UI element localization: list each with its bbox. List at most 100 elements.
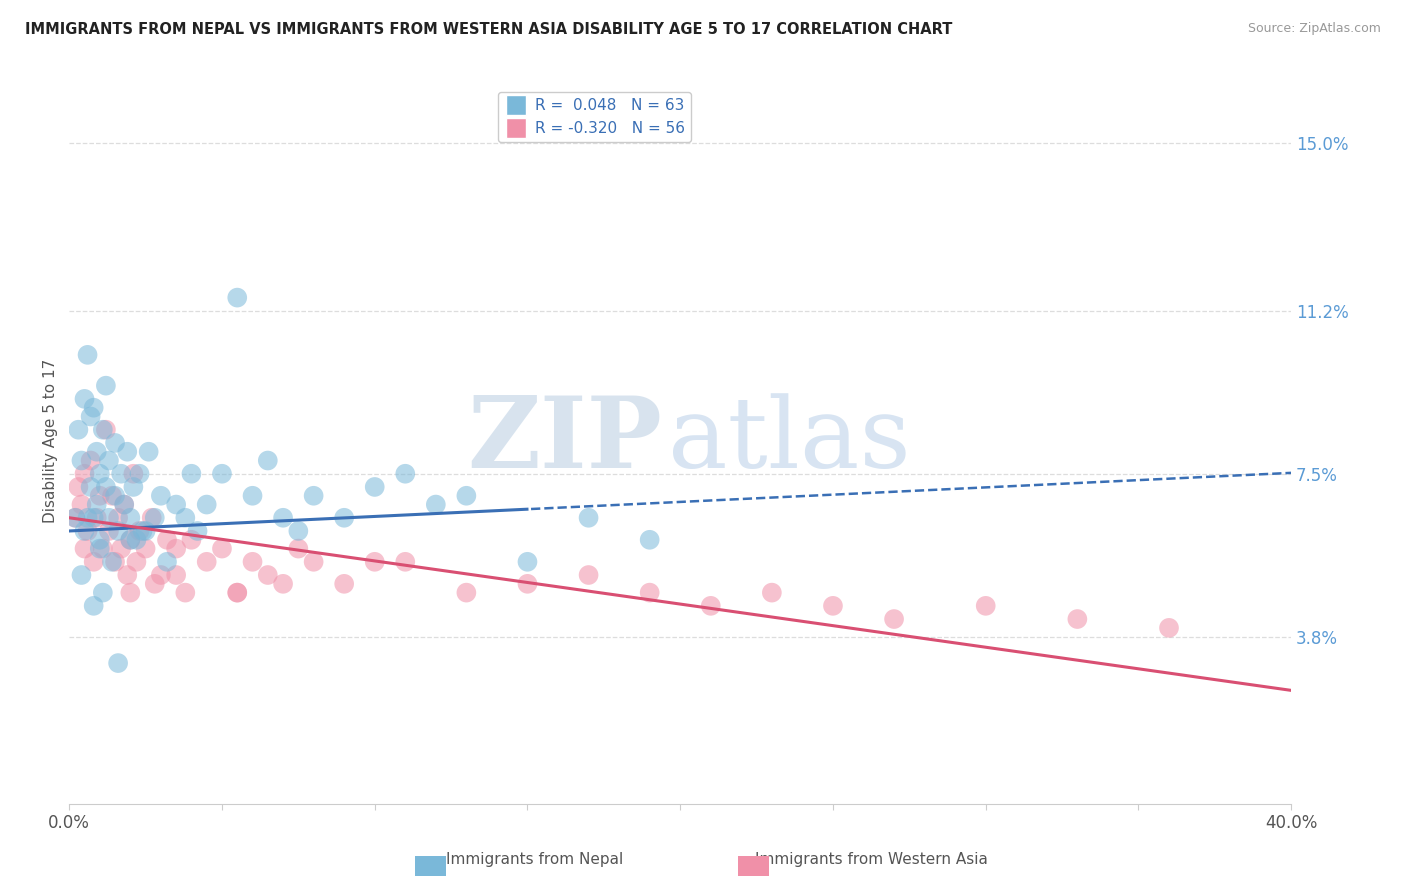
- Point: [120, 533, 142, 547]
- Point: [135, 541, 157, 556]
- Point: [70, 453, 93, 467]
- Point: [91, 541, 114, 556]
- Point: [149, 489, 172, 503]
- Point: [156, 533, 179, 547]
- Point: [91, 585, 114, 599]
- Point: [89, 467, 111, 481]
- Point: [195, 498, 218, 512]
- Point: [578, 568, 600, 582]
- Point: [156, 555, 179, 569]
- Point: [333, 510, 356, 524]
- Point: [73, 524, 96, 538]
- Point: [128, 524, 150, 538]
- Point: [364, 480, 387, 494]
- Point: [70, 568, 93, 582]
- Point: [242, 489, 264, 503]
- Point: [76, 524, 98, 538]
- Point: [86, 498, 108, 512]
- Y-axis label: Disability Age 5 to 17: Disability Age 5 to 17: [44, 359, 58, 523]
- Point: [79, 480, 101, 494]
- Point: [83, 599, 105, 613]
- Text: ZIP: ZIP: [467, 392, 662, 489]
- Point: [94, 378, 117, 392]
- Point: [117, 568, 139, 582]
- Point: [186, 524, 208, 538]
- Point: [89, 541, 111, 556]
- Point: [107, 524, 129, 538]
- Point: [256, 453, 278, 467]
- Legend: R =  0.048   N = 63, R = -0.320   N = 56: R = 0.048 N = 63, R = -0.320 N = 56: [498, 93, 692, 142]
- Point: [174, 585, 197, 599]
- Point: [287, 541, 309, 556]
- Point: [333, 577, 356, 591]
- Point: [86, 510, 108, 524]
- Point: [165, 541, 187, 556]
- Point: [394, 555, 416, 569]
- Point: [73, 467, 96, 481]
- Point: [94, 480, 117, 494]
- Point: [149, 568, 172, 582]
- Point: [638, 585, 661, 599]
- Point: [83, 510, 105, 524]
- Point: [226, 291, 249, 305]
- Point: [91, 423, 114, 437]
- Point: [67, 423, 90, 437]
- Point: [117, 444, 139, 458]
- Point: [516, 555, 538, 569]
- Point: [211, 541, 233, 556]
- Point: [125, 555, 148, 569]
- Text: IMMIGRANTS FROM NEPAL VS IMMIGRANTS FROM WESTERN ASIA DISABILITY AGE 5 TO 17 COR: IMMIGRANTS FROM NEPAL VS IMMIGRANTS FROM…: [25, 22, 953, 37]
- Point: [302, 555, 325, 569]
- Point: [76, 348, 98, 362]
- Text: Source: ZipAtlas.com: Source: ZipAtlas.com: [1247, 22, 1381, 36]
- Point: [700, 599, 723, 613]
- Point: [76, 510, 98, 524]
- Point: [110, 467, 132, 481]
- Point: [112, 498, 135, 512]
- Point: [180, 467, 202, 481]
- Point: [73, 392, 96, 406]
- Point: [456, 585, 478, 599]
- Point: [256, 568, 278, 582]
- Text: atlas: atlas: [668, 392, 911, 489]
- Point: [195, 555, 218, 569]
- Point: [73, 541, 96, 556]
- Point: [65, 510, 87, 524]
- Point: [456, 489, 478, 503]
- Point: [143, 510, 166, 524]
- Point: [638, 533, 661, 547]
- Point: [120, 585, 142, 599]
- Point: [83, 555, 105, 569]
- Point: [165, 498, 187, 512]
- Point: [101, 555, 124, 569]
- Point: [104, 489, 127, 503]
- Point: [1157, 621, 1180, 635]
- Point: [83, 401, 105, 415]
- Point: [86, 444, 108, 458]
- Point: [120, 510, 142, 524]
- Point: [180, 533, 202, 547]
- Point: [143, 577, 166, 591]
- Point: [141, 510, 163, 524]
- Point: [302, 489, 325, 503]
- Point: [122, 467, 145, 481]
- Point: [364, 555, 387, 569]
- Point: [165, 568, 187, 582]
- Point: [70, 498, 93, 512]
- Point: [271, 577, 294, 591]
- Point: [120, 533, 142, 547]
- Point: [821, 599, 844, 613]
- Point: [110, 541, 132, 556]
- Point: [394, 467, 416, 481]
- Point: [131, 524, 153, 538]
- Point: [89, 489, 111, 503]
- Point: [287, 524, 309, 538]
- Point: [516, 577, 538, 591]
- Point: [107, 656, 129, 670]
- Point: [425, 498, 447, 512]
- Point: [112, 498, 135, 512]
- Point: [104, 555, 127, 569]
- Point: [122, 480, 145, 494]
- Point: [138, 444, 160, 458]
- Point: [174, 510, 197, 524]
